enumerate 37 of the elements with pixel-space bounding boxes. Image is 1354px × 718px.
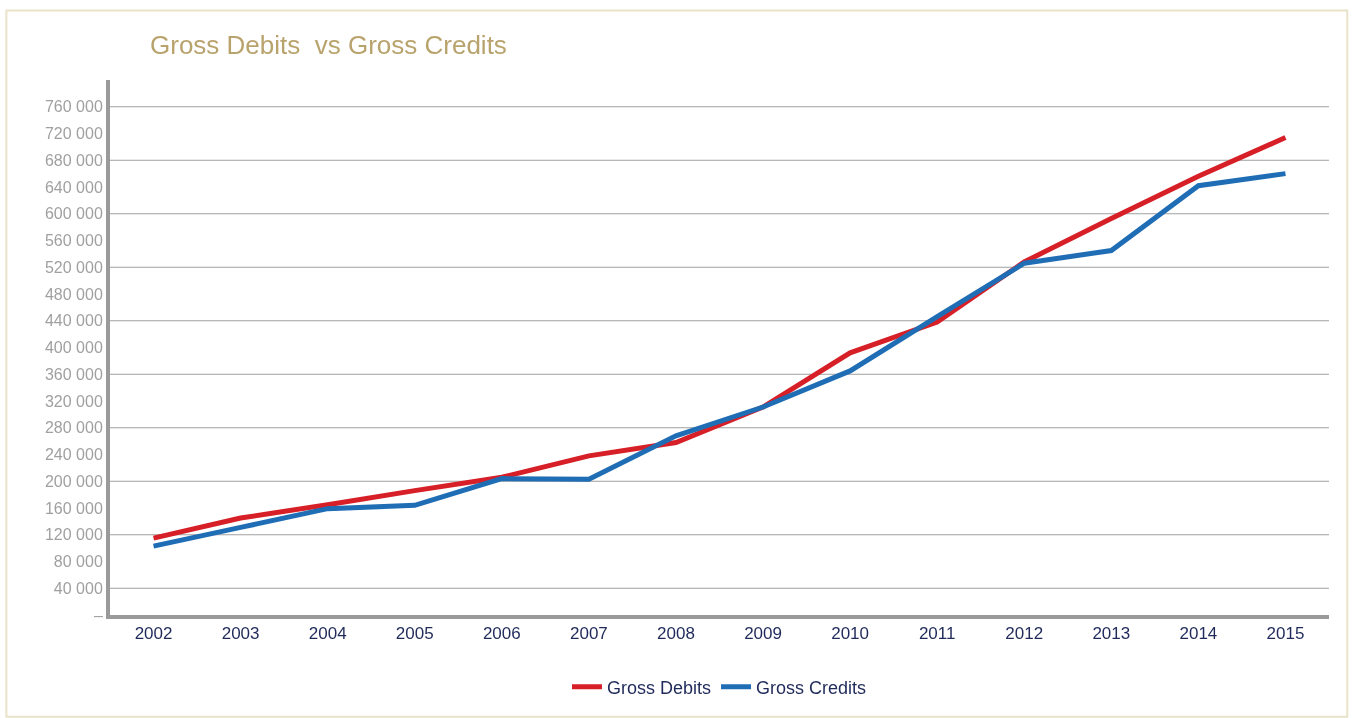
x-tick-label: 2005	[395, 624, 434, 644]
x-tick-label: 2002	[134, 624, 173, 644]
y-tick-label: 440 000	[44, 312, 103, 330]
y-tick-label: 680 000	[44, 151, 103, 169]
y-tick-label: –	[93, 606, 103, 624]
y-tick-label: 280 000	[44, 419, 103, 437]
x-tick-label: 2015	[1266, 624, 1305, 644]
y-tick-label: 520 000	[44, 258, 103, 276]
y-tick-label: 160 000	[44, 499, 103, 517]
x-tick-label: 2012	[1005, 624, 1044, 644]
y-tick-label: 640 000	[44, 178, 103, 196]
x-tick-label: 2004	[308, 624, 347, 644]
y-tick-label: 720 000	[44, 125, 103, 143]
y-tick-label: 320 000	[44, 392, 103, 410]
y-tick-label: 360 000	[44, 365, 103, 383]
y-tick-label: 480 000	[44, 285, 103, 303]
x-tick-label: 2010	[831, 624, 870, 644]
x-tick-label: 2007	[569, 624, 608, 644]
chart-title: Gross Debits vs Gross Credits	[150, 30, 507, 61]
y-tick-label: 400 000	[44, 339, 103, 357]
x-tick-label: 2013	[1092, 624, 1131, 644]
y-tick-label: 120 000	[44, 526, 103, 544]
x-tick-label: 2014	[1179, 624, 1218, 644]
legend-label: Gross Debits	[607, 677, 712, 698]
x-tick-label: 2011	[918, 624, 956, 644]
y-tick-label: 40 000	[53, 579, 103, 597]
y-tick-label: 760 000	[44, 98, 103, 116]
y-tick-label: 240 000	[44, 446, 103, 464]
y-tick-label: 200 000	[44, 472, 103, 490]
y-tick-label: 560 000	[44, 232, 103, 250]
x-tick-label: 2006	[482, 624, 521, 644]
y-tick-label: 80 000	[53, 553, 103, 571]
y-tick-label: 600 000	[44, 205, 103, 223]
legend-label: Gross Credits	[756, 677, 867, 698]
x-tick-label: 2003	[221, 624, 260, 644]
x-tick-label: 2009	[744, 624, 782, 644]
x-tick-label: 2008	[657, 624, 695, 644]
